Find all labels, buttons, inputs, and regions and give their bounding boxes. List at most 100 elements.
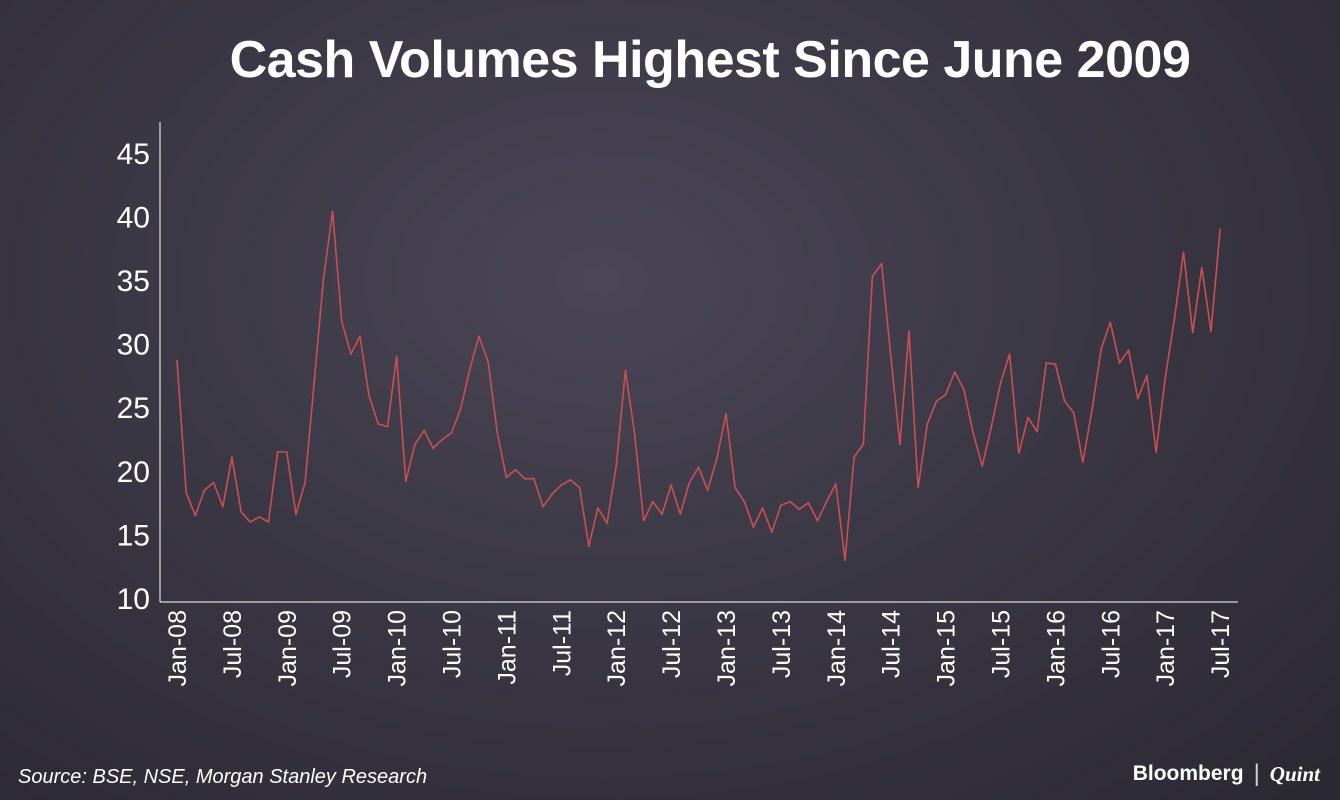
data-point	[642, 519, 645, 522]
data-point	[633, 432, 636, 434]
source-note: Source: BSE, NSE, Morgan Stanley Researc…	[18, 766, 428, 788]
series-group	[176, 210, 1221, 562]
data-point	[615, 465, 618, 467]
data-point	[468, 368, 471, 371]
data-point	[514, 468, 517, 471]
data-point	[1118, 362, 1121, 364]
data-point	[917, 486, 920, 489]
data-point	[1210, 330, 1212, 333]
data-point	[597, 507, 599, 509]
data-point	[1136, 397, 1139, 400]
data-point	[496, 432, 499, 434]
brand-logo: Bloomberg | Quint	[1133, 760, 1320, 788]
data-point	[1091, 409, 1093, 411]
data-point	[926, 423, 929, 425]
brand-bloomberg: Bloomberg	[1132, 762, 1244, 785]
data-point	[834, 482, 837, 485]
data-point	[606, 522, 608, 525]
data-point	[670, 484, 672, 486]
data-point	[304, 481, 306, 484]
y-tick-label: 25	[117, 392, 150, 425]
x-tick-label: Jan-11	[493, 610, 521, 685]
data-point	[295, 513, 297, 516]
data-point	[770, 531, 773, 534]
data-point	[981, 465, 984, 467]
data-point	[661, 513, 663, 516]
x-tick-label: Jan-17	[1152, 610, 1180, 686]
data-point	[908, 330, 910, 333]
x-tick-label: Jan-13	[713, 610, 741, 686]
data-point	[331, 210, 334, 213]
data-point	[359, 335, 361, 338]
data-point	[743, 500, 746, 503]
data-point	[1164, 377, 1167, 380]
data-point	[1155, 451, 1157, 453]
data-point	[1008, 353, 1011, 355]
y-tick-label: 15	[117, 519, 150, 552]
y-axis: 10 15 20 25 30 35 40 45	[117, 122, 161, 616]
data-point	[212, 481, 215, 484]
data-point	[441, 438, 444, 441]
data-point	[1017, 452, 1020, 455]
data-point	[322, 278, 325, 280]
data-point	[532, 477, 535, 480]
data-point	[789, 500, 791, 503]
data-point	[734, 486, 737, 489]
data-point	[651, 500, 654, 503]
data-point	[1100, 348, 1103, 350]
data-point	[459, 407, 462, 410]
y-tick-label: 45	[117, 138, 150, 171]
data-point	[542, 505, 544, 508]
data-point	[377, 423, 380, 425]
x-tick-label: Jul-11	[548, 610, 576, 676]
chart-title: Cash Volumes Highest Since June 2009	[229, 31, 1191, 89]
data-point	[432, 447, 435, 450]
data-point	[752, 526, 755, 528]
y-tick-label: 20	[117, 456, 150, 489]
data-point	[349, 353, 352, 355]
brand-separator: |	[1253, 760, 1260, 787]
data-point	[395, 355, 398, 358]
y-tick-label: 30	[117, 329, 150, 362]
x-tick-label: Jan-08	[164, 610, 192, 686]
x-tick-label: Jul-12	[658, 610, 686, 678]
data-point	[368, 395, 371, 397]
data-point	[1219, 228, 1221, 231]
x-tick-label: Jan-10	[384, 610, 412, 686]
data-point	[999, 382, 1002, 385]
data-point	[871, 275, 874, 278]
x-tick-label: Jul-14	[878, 610, 906, 678]
data-point	[1146, 374, 1148, 377]
data-point	[203, 489, 206, 492]
data-point	[578, 486, 581, 489]
data-point	[560, 484, 563, 486]
x-tick-label: Jan-12	[603, 610, 631, 686]
x-tick-label: Jan-16	[1042, 610, 1070, 686]
data-point	[414, 443, 416, 446]
x-tick-label: Jul-09	[329, 610, 357, 678]
series-line	[176, 210, 1221, 561]
x-tick-label: Jan-09	[274, 610, 302, 686]
data-point	[798, 508, 801, 511]
data-point	[1173, 318, 1176, 321]
data-point	[953, 370, 956, 373]
data-point	[761, 507, 764, 509]
data-point	[450, 432, 453, 434]
data-point	[1081, 461, 1084, 464]
x-tick-label: Jul-16	[1097, 610, 1125, 678]
data-point	[1200, 266, 1203, 269]
x-tick-label: Jul-08	[219, 610, 247, 678]
data-point	[1063, 400, 1066, 403]
brand-quint: Quint	[1269, 761, 1320, 786]
y-tick-label: 40	[117, 201, 150, 234]
x-tick-label: Jan-14	[823, 610, 851, 687]
data-point	[898, 443, 901, 446]
x-axis: Jan-08 Jul-08 Jan-09 Jul-09 Jan-10 Jul-10 Jan-…	[160, 601, 1238, 687]
data-point	[1045, 362, 1048, 364]
x-tick-label: Jul-15	[988, 610, 1016, 678]
data-point	[423, 429, 425, 432]
data-point	[569, 479, 572, 481]
data-point	[551, 493, 554, 495]
x-tick-label: Jul-13	[768, 610, 796, 678]
